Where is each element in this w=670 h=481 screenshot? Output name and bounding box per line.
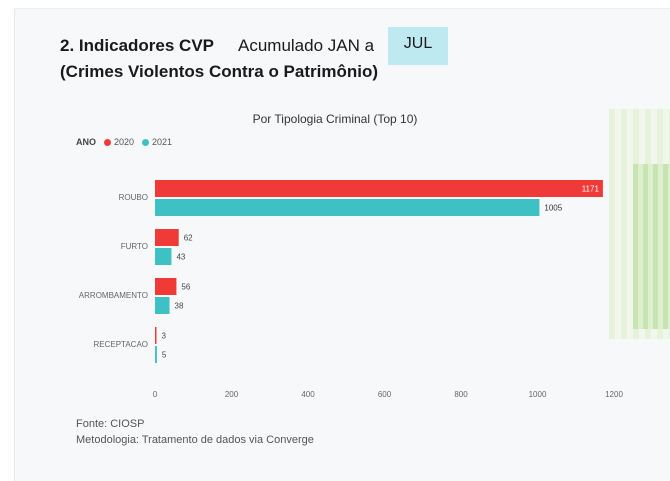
- data-label-2021-furto: 43: [176, 253, 185, 262]
- data-label-2020-roubo: 1171: [582, 185, 600, 194]
- legend-item-2021: 2021: [142, 137, 172, 147]
- title-text: 2. Indicadores CVP: [60, 36, 214, 55]
- methodology-note: Metodologia: Tratamento de dados via Con…: [76, 434, 314, 446]
- legend-title: ANO: [76, 137, 96, 147]
- data-label-2021-receptacao: 5: [162, 351, 167, 360]
- month-badge: JUL: [388, 27, 448, 65]
- chart-legend: ANO 2020 2021: [76, 137, 176, 147]
- decorative-stripes-inner: [633, 164, 670, 329]
- legend-label-2021: 2021: [152, 137, 173, 147]
- x-tick-label-800: 800: [454, 390, 468, 399]
- bar-2020-roubo: [155, 180, 603, 197]
- x-tick-label-600: 600: [378, 390, 392, 399]
- bar-2021-receptacao: [155, 346, 157, 363]
- data-label-2020-arrombamento: 56: [181, 283, 190, 292]
- bar-2021-roubo: [155, 199, 540, 216]
- bar-2020-receptacao: [155, 327, 157, 344]
- x-tick-label-200: 200: [225, 390, 239, 399]
- month-text: JUL: [403, 35, 433, 52]
- data-label-2020-furto: 62: [184, 234, 193, 243]
- category-label-furto: FURTO: [121, 242, 148, 251]
- category-label-receptacao: RECEPTACAO: [93, 340, 148, 349]
- bar-2020-arrombamento: [155, 278, 177, 295]
- legend-label-2020: 2020: [114, 137, 135, 147]
- chart-title: Por Tipologia Criminal (Top 10): [252, 112, 418, 126]
- x-tick-label-1200: 1200: [605, 390, 623, 399]
- period-label: Acumulado JAN a: [238, 36, 375, 55]
- slide-background: [14, 8, 670, 481]
- source-note: Fonte: CIOSP: [76, 418, 145, 430]
- page-subtitle: (Crimes Violentos Contra o Patrimônio): [60, 62, 379, 81]
- data-label-2020-receptacao: 3: [162, 332, 167, 341]
- x-tick-label-0: 0: [153, 390, 158, 399]
- bar-2021-arrombamento: [155, 297, 170, 314]
- category-label-roubo: ROUBO: [119, 193, 148, 202]
- page-title: 2. Indicadores CVP: [60, 36, 214, 56]
- legend-swatch-2020: [104, 138, 111, 146]
- legend-item-2020: 2020: [104, 137, 134, 147]
- x-tick-label-400: 400: [301, 390, 315, 399]
- x-tick-label-1000: 1000: [529, 390, 547, 399]
- legend-swatch-2021: [142, 138, 150, 146]
- bar-2021-furto: [155, 248, 172, 265]
- category-label-arrombamento: ARROMBAMENTO: [79, 291, 148, 300]
- footer: Fonte: CIOSP Metodologia: Tratamento de …: [76, 416, 314, 448]
- data-label-2021-arrombamento: 38: [175, 302, 184, 311]
- data-label-2021-roubo: 1005: [544, 204, 562, 213]
- bar-2020-furto: [155, 229, 179, 246]
